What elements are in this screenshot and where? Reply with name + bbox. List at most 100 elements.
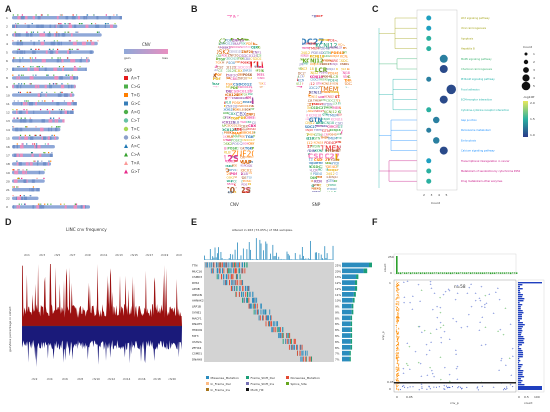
word: ARG xyxy=(278,47,286,51)
scatter-point xyxy=(396,316,397,318)
tmb-bar xyxy=(293,259,295,260)
word: PDE4D xyxy=(328,71,340,75)
word: POSK2 xyxy=(204,180,216,184)
scatter-point xyxy=(396,358,398,360)
mutation-cell xyxy=(242,280,244,286)
scatter-point: + xyxy=(466,291,469,295)
top-hist-bar xyxy=(420,272,422,275)
tmb-bar xyxy=(309,259,310,260)
word: LCR xyxy=(341,141,346,144)
chr-label-top: chr3 xyxy=(39,253,45,257)
tmb-bar xyxy=(271,259,273,260)
word: CSDC27 xyxy=(292,26,308,30)
word: GTN xyxy=(351,103,356,106)
word: CSDC012S xyxy=(207,186,252,195)
word: CSDC012S xyxy=(196,190,211,194)
chr-label-top: chr11 xyxy=(100,253,108,257)
tmb-bar xyxy=(330,259,332,260)
word: TMEM xyxy=(308,47,320,51)
size-legend-dot xyxy=(522,74,530,82)
scatter-point xyxy=(396,383,398,385)
snp-marker xyxy=(35,48,37,50)
word: CSDC012S xyxy=(266,73,286,77)
gene-label: OBSCN xyxy=(192,293,202,297)
scatter-point xyxy=(396,324,397,326)
word: ZNF20 xyxy=(242,50,254,54)
tmb-bar xyxy=(326,253,328,260)
word: CSDC27 xyxy=(278,26,293,30)
word: LCR xyxy=(304,75,309,78)
word: GTN xyxy=(278,141,286,145)
top-histogram-frame xyxy=(393,253,517,275)
word: CSDC27 xyxy=(342,82,355,86)
word: PDE4D xyxy=(346,106,354,109)
word: LCR xyxy=(351,154,358,158)
word: TMEM xyxy=(318,86,338,93)
top-hist-bar xyxy=(426,272,428,274)
word: ZNF20 xyxy=(226,74,239,78)
word: LCR xyxy=(335,199,342,203)
word: SOX xyxy=(250,22,258,26)
percent-labels: 25%20%13%12%12%11%10%9%9%8%8%8%8%8%8%7%7… xyxy=(335,263,342,361)
word: CSDC27 xyxy=(334,191,345,194)
word: PDE4D xyxy=(328,39,340,43)
gene-frequency-bar xyxy=(342,339,351,344)
word: CSDC012S xyxy=(217,66,237,70)
snp-marker xyxy=(26,109,28,111)
mutation-cell xyxy=(302,350,304,356)
word: KCNJ18 xyxy=(322,121,334,125)
word: CBX xyxy=(267,14,273,18)
scatter-point: + xyxy=(505,363,508,367)
mutation-cell xyxy=(244,262,246,268)
top-hist-bar xyxy=(418,272,420,274)
scatter-point xyxy=(395,318,397,320)
mutation-cell xyxy=(308,356,310,362)
tmb-bar xyxy=(273,256,275,260)
scatter-point: + xyxy=(439,295,442,299)
gene-frequency-bar xyxy=(342,333,351,338)
word: CSDC012S xyxy=(245,116,259,119)
word: GTN xyxy=(284,121,291,125)
word: GTN xyxy=(297,199,304,203)
scatter-point xyxy=(397,318,399,320)
word: PDE4D xyxy=(312,191,321,194)
word: KCNJ18 xyxy=(310,55,325,59)
word: TGK xyxy=(225,138,232,142)
cnv-segment xyxy=(72,41,77,46)
scatter-point: + xyxy=(406,279,409,283)
tmb-bar xyxy=(255,238,257,260)
right-hist-bar xyxy=(518,380,523,382)
mutation-cell xyxy=(297,350,298,356)
gene-frequency-bar xyxy=(342,321,351,327)
word: CSDC012S xyxy=(278,62,291,65)
cnv-segment xyxy=(42,136,47,140)
word: PDE4D xyxy=(353,55,366,59)
snp-marker xyxy=(12,14,14,16)
word: SOX xyxy=(218,159,224,163)
mutation-cell xyxy=(300,344,302,350)
scatter-point xyxy=(446,385,447,387)
mutation-cell xyxy=(301,350,303,356)
word: CSDC012S xyxy=(280,97,297,101)
mutation-cell xyxy=(277,327,279,333)
size-legend-title: Count xyxy=(523,45,533,49)
snp-marker xyxy=(14,57,16,59)
word: KLB xyxy=(197,14,204,18)
gene-frequency-bar xyxy=(342,344,351,350)
snp-marker xyxy=(17,100,19,102)
word: CSDC27 xyxy=(353,124,365,128)
scatter-point: + xyxy=(419,299,422,303)
word: TMEM xyxy=(286,172,294,175)
word: KCNJ18 xyxy=(301,55,310,58)
top-hist-bar xyxy=(484,272,486,274)
top-hist-bar xyxy=(510,272,512,275)
cnv-segment xyxy=(70,59,74,63)
mutation-cell xyxy=(282,338,284,344)
right-hist-bar xyxy=(518,298,525,300)
mutation-cell xyxy=(223,280,225,286)
snp-marker xyxy=(43,31,45,33)
word: LCR xyxy=(278,117,285,121)
